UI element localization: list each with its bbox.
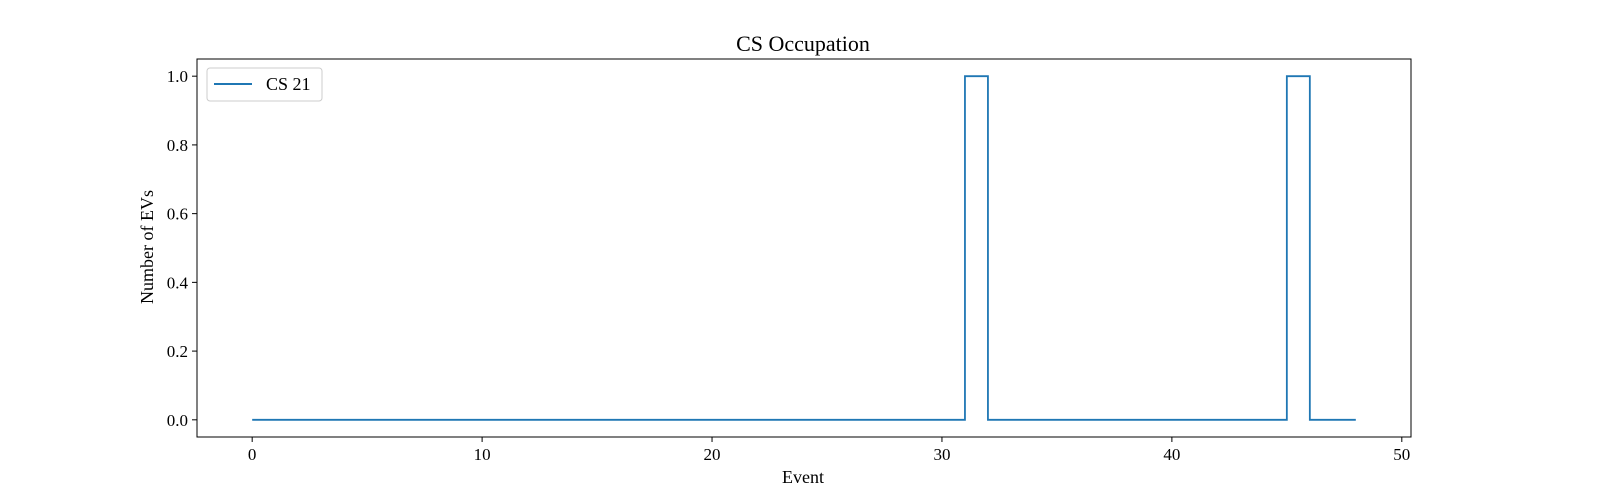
- series-layer: [252, 75, 1356, 421]
- y-tick-label-1: 0.2: [167, 342, 188, 361]
- x-axis: 0 10 20 30 40 50: [248, 437, 1410, 464]
- y-axis: 0.0 0.2 0.4 0.6 0.8 1.0: [167, 67, 197, 430]
- plot-frame: [196, 58, 1412, 438]
- x-tick-label-3: 30: [933, 445, 950, 464]
- x-tick-label-1: 10: [474, 445, 491, 464]
- chart-title: CS Occupation: [736, 31, 870, 56]
- y-tick-label-3: 0.6: [167, 205, 188, 224]
- x-tick-label-2: 20: [704, 445, 721, 464]
- x-axis-label: Event: [782, 467, 824, 487]
- y-tick-label-5: 1.0: [167, 67, 188, 86]
- x-tick-label-4: 40: [1163, 445, 1180, 464]
- y-axis-label: Number of EVs: [137, 190, 157, 304]
- plot-area: [196, 58, 1412, 438]
- y-tick-label-2: 0.4: [167, 273, 189, 292]
- legend-box: [206, 67, 323, 102]
- series-line-cs-21: [252, 75, 1356, 421]
- x-tick-label-0: 0: [248, 445, 257, 464]
- legend: CS 21: [206, 67, 323, 102]
- legend-label-cs-21: CS 21: [266, 74, 311, 94]
- x-tick-label-5: 50: [1393, 445, 1410, 464]
- y-tick-label-4: 0.8: [167, 136, 188, 155]
- y-tick-label-0: 0.0: [167, 411, 188, 430]
